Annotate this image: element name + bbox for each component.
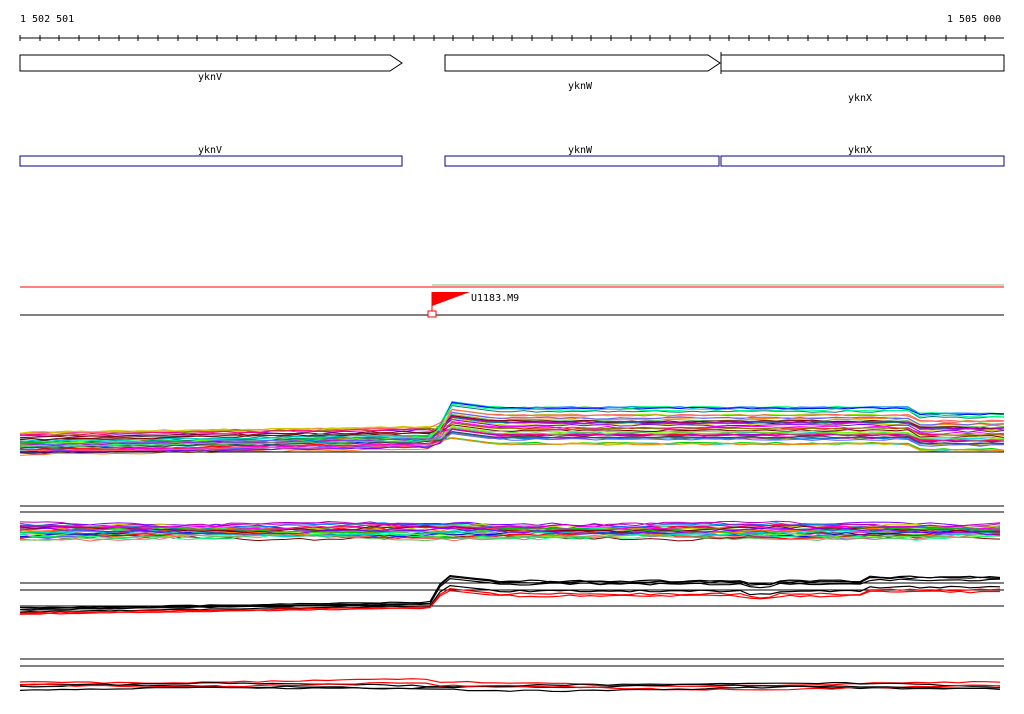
- gene-box-yknx[interactable]: [720, 54, 1005, 72]
- gene-arrow-yknv[interactable]: [19, 54, 403, 72]
- feature-flag-icon[interactable]: [432, 292, 470, 306]
- annotation-box-yknw[interactable]: [444, 155, 720, 167]
- gene-label-yknv: yknV: [198, 72, 222, 83]
- profile-track-4[interactable]: [19, 658, 1004, 693]
- ruler-start-label: 1 502 501: [20, 14, 75, 25]
- profile-line: [20, 587, 1001, 614]
- profile-line: [19, 534, 1001, 542]
- profile-line: [19, 415, 1005, 447]
- profile-line: [19, 425, 1005, 452]
- profile-line: [19, 523, 1001, 532]
- gene-label-yknw: yknW: [568, 81, 593, 92]
- annotation-box-yknv[interactable]: [19, 155, 403, 167]
- profile-line: [19, 685, 1001, 693]
- profile-line: [19, 575, 1001, 611]
- feature-marker[interactable]: [427, 310, 437, 318]
- profile-line: [20, 574, 1001, 609]
- gene-track[interactable]: yknV yknW yknX: [19, 52, 1005, 104]
- profile-line: [19, 577, 1001, 611]
- profile-track-1[interactable]: [19, 401, 1005, 456]
- annotation-label-yknv: yknV: [198, 145, 222, 156]
- profile-track-3[interactable]: [19, 574, 1004, 615]
- profile-line: [19, 589, 1001, 615]
- profile-line: [19, 430, 1005, 449]
- gene-label-yknx: yknX: [848, 93, 872, 104]
- profile-line: [19, 424, 1005, 439]
- profile-line: [19, 534, 1001, 542]
- profile-track-2[interactable]: [19, 505, 1004, 542]
- annotation-label-yknw: yknW: [568, 145, 593, 156]
- gene-arrow-yknw[interactable]: [444, 54, 721, 72]
- profile-line: [19, 414, 1005, 441]
- feature-label: U1183.M9: [471, 293, 519, 304]
- annotation-box-yknx[interactable]: [720, 155, 1005, 167]
- profile-line: [19, 427, 1005, 448]
- profile-line: [19, 533, 1001, 541]
- annotation-track[interactable]: yknV yknW yknX: [19, 145, 1005, 167]
- feature-track[interactable]: U1183.M9: [20, 284, 1004, 318]
- profile-line: [20, 521, 1001, 530]
- profile-line: [19, 681, 1001, 691]
- profile-line: [19, 420, 1005, 451]
- profile-line: [19, 413, 1005, 451]
- profile-line: [19, 409, 1005, 453]
- profile-line: [19, 584, 1001, 613]
- ruler-end-label: 1 505 000: [947, 14, 1002, 25]
- profile-line: [19, 678, 1001, 688]
- profile-line: [19, 527, 1001, 536]
- profile-line: [19, 681, 1001, 689]
- coordinate-ruler: [19, 35, 1004, 41]
- profile-line: [19, 422, 1005, 437]
- profile-line: [20, 433, 1004, 447]
- annotation-label-yknx: yknX: [848, 145, 872, 156]
